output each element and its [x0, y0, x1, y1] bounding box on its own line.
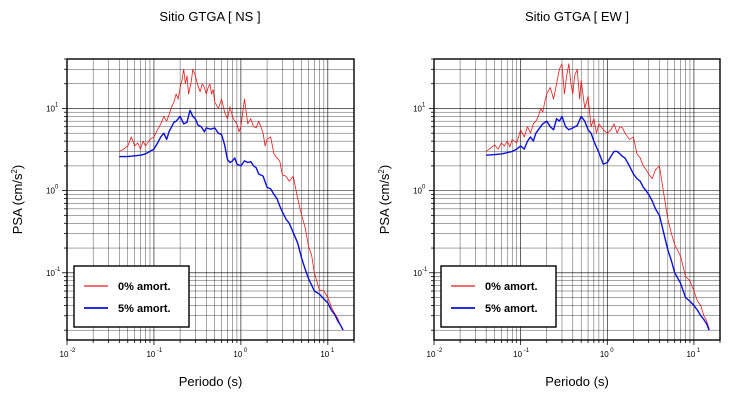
y-tick-label: 10 [413, 104, 422, 113]
x-tick-label-exponent: -1 [157, 348, 163, 354]
chart-title: Sitio GTGA [ EW ] [525, 9, 629, 24]
chart-panel-ew: Sitio GTGA [ EW ]10 -2 10 -1 10 0 10 1-11001011… [377, 9, 721, 389]
x-tick-label-exponent: -2 [437, 348, 443, 354]
legend-box [73, 265, 190, 328]
y-tick-label-exponent: 1 [55, 102, 59, 108]
y-axis-label-close: ) [377, 165, 392, 169]
legend-label: 5% amort. [485, 303, 538, 315]
x-tick-label-exponent: -1 [524, 348, 530, 354]
y-tick-label-exponent: 1 [422, 102, 426, 108]
legend-label: 0% amort. [485, 281, 538, 293]
y-axis-label-sup: 2 [10, 169, 19, 174]
x-tick-label-exponent: -2 [70, 348, 76, 354]
plot-frame [66, 58, 355, 341]
x-tick-label: 10 [320, 350, 329, 359]
axis-ticks [62, 58, 355, 345]
x-tick-label: 10 [60, 350, 69, 359]
x-axis-label: Periodo (s) [179, 374, 243, 389]
legend: 0% amort. 5% amort. [73, 265, 190, 328]
x-tick-label: 10 [233, 350, 242, 359]
series-line-five-damping [486, 115, 710, 331]
y-axis-label: PSA (cm/s2) [10, 165, 25, 234]
x-axis-label: Periodo (s) [545, 374, 609, 389]
y-tick-label: 10 [413, 187, 422, 196]
y-tick-label-exponent: 0 [55, 185, 59, 191]
y-tick-label: 10 [46, 187, 55, 196]
y-axis-label-text: PSA (cm/s [10, 173, 25, 234]
plot-frame [433, 58, 721, 341]
x-tick-label-exponent: 0 [610, 348, 614, 354]
series-line-five-damping [119, 109, 344, 331]
x-tick-label: 10 [513, 350, 522, 359]
y-axis-label-sup: 2 [377, 169, 386, 174]
y-tick-label-exponent: -1 [55, 267, 61, 273]
x-tick-label: 10 [427, 350, 436, 359]
series-line-zero-damping [485, 63, 710, 329]
y-tick-label: 10 [46, 269, 55, 278]
y-axis-label: PSA (cm/s2) [377, 165, 392, 234]
legend-box [440, 265, 557, 328]
legend-label: 5% amort. [118, 303, 171, 315]
chart-panel-ns: Sitio GTGA [ NS ]10 -2 10 -1 10 0 10 1-11001011… [10, 9, 355, 389]
chart-title: Sitio GTGA [ NS ] [159, 9, 260, 24]
axis-ticks [429, 58, 721, 345]
x-tick-label-exponent: 0 [244, 348, 248, 354]
x-tick-label: 10 [146, 350, 155, 359]
y-axis-label-text: PSA (cm/s [377, 173, 392, 234]
y-tick-label: 10 [413, 269, 422, 278]
x-tick-label: 10 [686, 350, 695, 359]
legend: 0% amort. 5% amort. [440, 265, 557, 328]
x-tick-label-exponent: 1 [697, 348, 701, 354]
y-tick-label-exponent: 0 [422, 185, 426, 191]
series-line-zero-damping [119, 68, 344, 331]
y-tick-label-exponent: -1 [422, 267, 428, 273]
y-axis-label-close: ) [10, 165, 25, 169]
legend-label: 0% amort. [118, 281, 171, 293]
y-tick-label: 10 [46, 104, 55, 113]
x-tick-label: 10 [600, 350, 609, 359]
x-tick-label-exponent: 1 [331, 348, 335, 354]
